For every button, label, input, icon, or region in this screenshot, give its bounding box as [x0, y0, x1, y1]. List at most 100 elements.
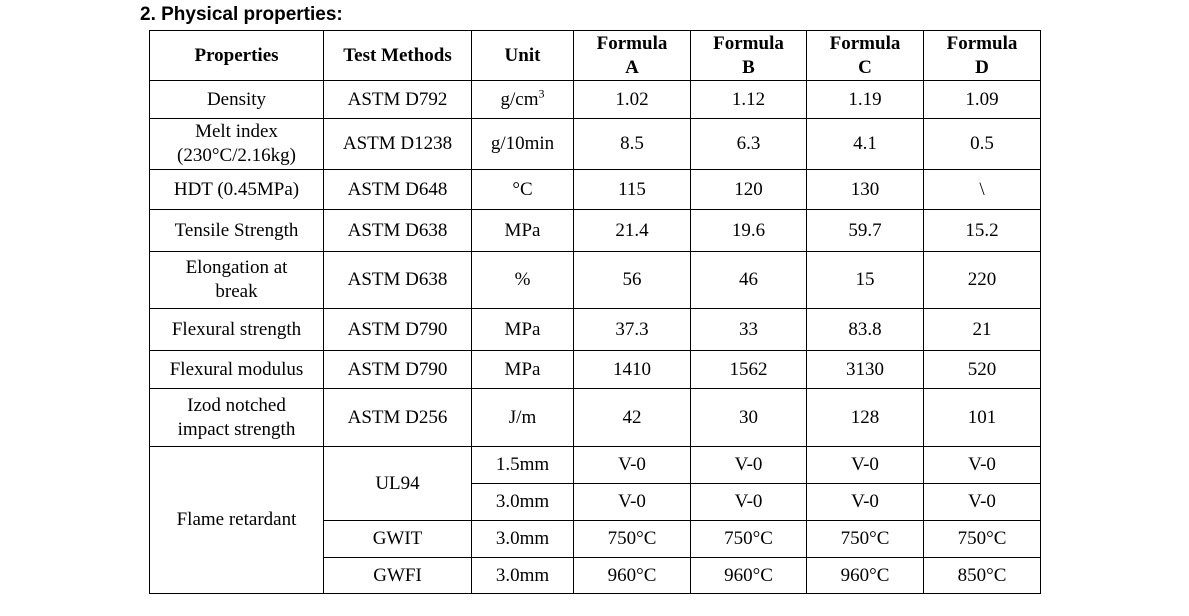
formula-b-cell: 46 [690, 251, 807, 309]
method-cell: ASTM D256 [323, 388, 472, 447]
formula-c-cell: V-0 [806, 446, 924, 484]
header-formula-d-line1: Formula [946, 32, 1018, 54]
unit-cell: 3.0mm [471, 520, 574, 558]
unit-cell: J/m [471, 388, 574, 447]
formula-b-cell: 19.6 [690, 209, 807, 252]
property-line1: Melt index [195, 121, 278, 142]
header-formula-a: Formula A [573, 30, 691, 81]
physical-properties-table: Properties Test Methods Unit Formula A F… [149, 30, 1041, 594]
header-test-methods: Test Methods [323, 30, 472, 81]
unit-cell: MPa [471, 209, 574, 252]
table-row-flexural-strength: Flexural strength ASTM D790 MPa 37.3 33 … [149, 308, 1041, 351]
header-formula-b-line2: B [742, 56, 755, 78]
header-unit: Unit [471, 30, 574, 81]
formula-a-cell: 960°C [573, 557, 691, 594]
table-row-melt-index: Melt index (230°C/2.16kg) ASTM D1238 g/1… [149, 118, 1041, 170]
table-row-ul94-1-5mm: Flame retardant UL94 1.5mm V-0 V-0 V-0 V… [149, 446, 1041, 594]
property-cell: Tensile Strength [149, 209, 324, 252]
unit-cell: 1.5mm [471, 446, 574, 484]
property-cell: Flexural modulus [149, 350, 324, 389]
property-line2: break [215, 281, 258, 302]
unit-cell: 3.0mm [471, 483, 574, 521]
method-cell: ASTM D1238 [323, 118, 472, 170]
unit-cell: g/10min [471, 118, 574, 170]
unit-superscript: 3 [538, 86, 545, 101]
property-cell-flame-retardant: Flame retardant [149, 446, 324, 594]
formula-b-cell: V-0 [690, 483, 807, 521]
formula-c-cell: 1.19 [806, 80, 924, 119]
table-row-density: Density ASTM D792 g/cm3 1.02 1.12 1.19 1… [149, 80, 1041, 119]
formula-a-cell: 42 [573, 388, 691, 447]
formula-a-cell: 8.5 [573, 118, 691, 170]
formula-d-cell: V-0 [923, 483, 1041, 521]
formula-c-cell: 960°C [806, 557, 924, 594]
header-formula-d-line2: D [975, 56, 989, 78]
formula-b-cell: 120 [690, 169, 807, 210]
formula-d-cell: 21 [923, 308, 1041, 351]
formula-b-cell: 33 [690, 308, 807, 351]
formula-d-cell: 1.09 [923, 80, 1041, 119]
table-row-ul94-3-0mm: 3.0mm V-0 V-0 V-0 V-0 [150, 483, 1041, 521]
formula-d-cell: 850°C [923, 557, 1041, 594]
table-row-tensile-strength: Tensile Strength ASTM D638 MPa 21.4 19.6… [149, 209, 1041, 252]
property-cell: Melt index (230°C/2.16kg) [149, 118, 324, 170]
property-cell: Izod notched impact strength [149, 388, 324, 447]
formula-d-cell: 101 [923, 388, 1041, 447]
method-cell-gwfi: GWFI [323, 557, 472, 594]
property-cell: Flexural strength [149, 308, 324, 351]
header-formula-c-line1: Formula [829, 32, 901, 54]
header-formula-a-line2: A [625, 56, 639, 78]
header-formula-c: Formula C [806, 30, 924, 81]
header-row: Properties Test Methods Unit Formula A F… [149, 30, 1041, 81]
header-formula-b: Formula B [690, 30, 807, 81]
table-row-elongation-at-break: Elongation at break ASTM D638 % 56 46 15… [149, 251, 1041, 309]
table-row-izod-impact: Izod notched impact strength ASTM D256 J… [149, 388, 1041, 447]
table-row-flexural-modulus: Flexural modulus ASTM D790 MPa 1410 1562… [149, 350, 1041, 389]
unit-cell: % [471, 251, 574, 309]
formula-a-cell: 56 [573, 251, 691, 309]
formula-d-cell: 520 [923, 350, 1041, 389]
property-cell: Elongation at break [149, 251, 324, 309]
property-cell: HDT (0.45MPa) [149, 169, 324, 210]
method-cell: ASTM D792 [323, 80, 472, 119]
formula-b-cell: 1.12 [690, 80, 807, 119]
formula-a-cell: V-0 [573, 483, 691, 521]
formula-c-cell: 130 [806, 169, 924, 210]
formula-a-cell: 115 [573, 169, 691, 210]
formula-c-cell: 4.1 [806, 118, 924, 170]
formula-c-cell: 128 [806, 388, 924, 447]
formula-c-cell: 750°C [806, 520, 924, 558]
property-line2: impact strength [177, 418, 296, 440]
formula-d-cell: 220 [923, 251, 1041, 309]
header-properties: Properties [149, 30, 324, 81]
method-cell: ASTM D648 [323, 169, 472, 210]
unit-cell: g/cm3 [471, 80, 574, 119]
formula-b-cell: 30 [690, 388, 807, 447]
formula-b-cell: 6.3 [690, 118, 807, 170]
formula-c-cell: 59.7 [806, 209, 924, 252]
formula-a-cell: 37.3 [573, 308, 691, 351]
formula-d-cell: 15.2 [923, 209, 1041, 252]
table-row-gwfi: GWFI 3.0mm 960°C 960°C 960°C 850°C [150, 557, 1041, 594]
formula-b-cell: 960°C [690, 557, 807, 594]
formula-d-cell: \ [923, 169, 1041, 210]
formula-b-cell: 1562 [690, 350, 807, 389]
formula-a-cell: 1410 [573, 350, 691, 389]
formula-d-cell: 0.5 [923, 118, 1041, 170]
formula-a-cell: 21.4 [573, 209, 691, 252]
unit-cell: MPa [471, 308, 574, 351]
header-formula-b-line1: Formula [713, 32, 784, 54]
property-cell: Density [149, 80, 324, 119]
property-line1: Elongation at [185, 257, 288, 278]
formula-c-cell: 83.8 [806, 308, 924, 351]
method-cell: ASTM D638 [323, 251, 472, 309]
method-cell: ASTM D790 [323, 350, 472, 389]
formula-c-cell: 3130 [806, 350, 924, 389]
table-row-hdt: HDT (0.45MPa) ASTM D648 °C 115 120 130 \ [149, 169, 1041, 210]
header-formula-a-line1: Formula [596, 32, 668, 54]
formula-c-cell: V-0 [806, 483, 924, 521]
formula-a-cell: V-0 [573, 446, 691, 484]
method-cell-ul94: UL94 [323, 446, 472, 521]
unit-cell: MPa [471, 350, 574, 389]
property-line1: Izod notched [187, 394, 286, 416]
